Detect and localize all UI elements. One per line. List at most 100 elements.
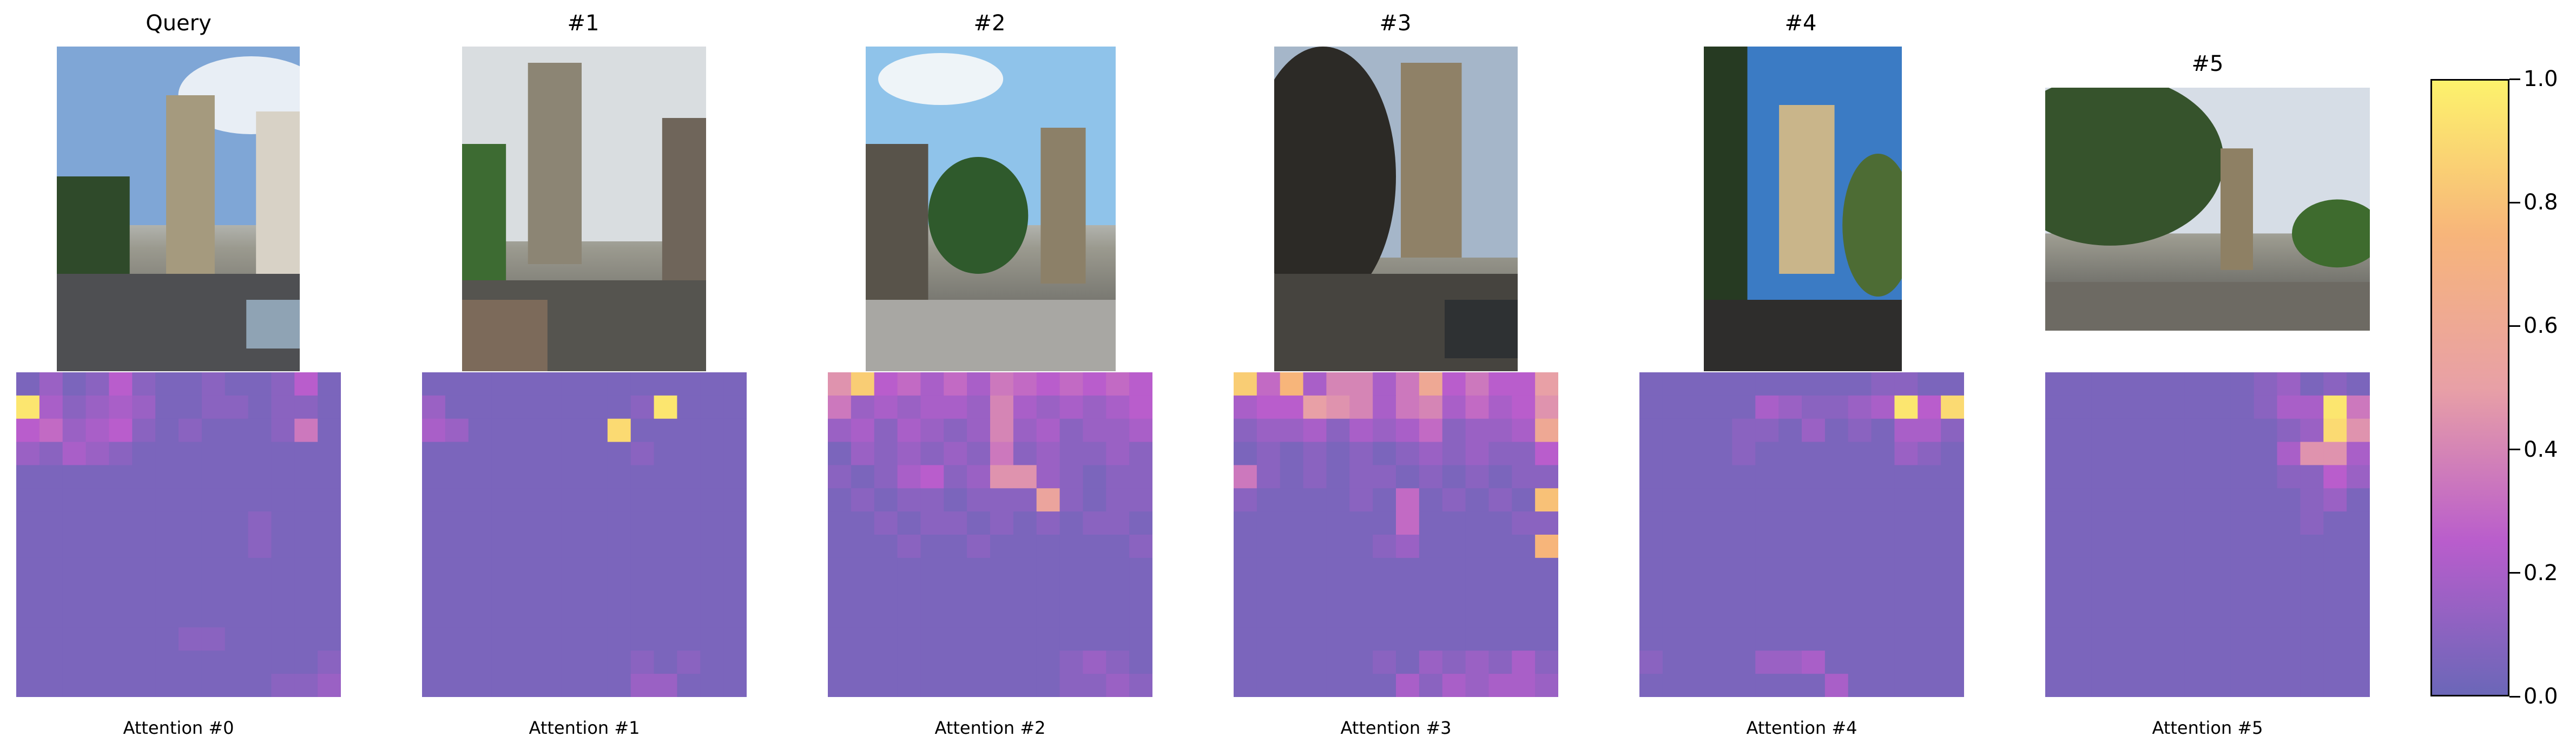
- heatmap-cell: [1755, 557, 1779, 582]
- heatmap-cell: [294, 465, 318, 489]
- heatmap-cell: [2347, 465, 2370, 489]
- heatmap-cell: [700, 604, 724, 628]
- heatmap-cell: [1639, 674, 1663, 697]
- heatmap-cell: [654, 557, 677, 582]
- heatmap-cell: [2138, 511, 2162, 535]
- heatmap-cell: [2208, 442, 2231, 465]
- heatmap-cell: [155, 557, 179, 582]
- heatmap-cell: [1373, 442, 1396, 465]
- heatmap-cell: [828, 418, 852, 443]
- heatmap-cell: [1512, 395, 1536, 419]
- heatmap-cell: [1871, 465, 1895, 489]
- heatmap-cell: [16, 650, 40, 674]
- heatmap-cell: [2254, 488, 2278, 512]
- heatmap-cell: [225, 465, 249, 489]
- heatmap-cell: [2230, 465, 2255, 489]
- attention-heatmap-2-svg: [828, 372, 1152, 697]
- heatmap-cell: [1106, 650, 1130, 674]
- heatmap-cell: [584, 372, 608, 396]
- heatmap-cell: [225, 511, 249, 535]
- heatmap-cell: [155, 511, 179, 535]
- heatmap-cell: [1465, 674, 1489, 697]
- colorbar-tick-label: 0.8: [2524, 190, 2558, 215]
- heatmap-cell: [62, 511, 87, 535]
- heatmap-cell: [2300, 372, 2324, 396]
- heatmap-cell: [1373, 488, 1396, 512]
- heatmap-cell: [1256, 581, 1281, 605]
- heatmap-cell: [1941, 418, 1964, 443]
- heatmap-cell: [2323, 418, 2347, 443]
- heatmap-cell: [2300, 674, 2324, 697]
- heatmap-cell: [1848, 535, 1872, 558]
- heatmap-cell: [1512, 465, 1536, 489]
- heatmap-cell: [1535, 627, 1558, 651]
- heatmap-cell: [2184, 650, 2208, 674]
- heatmap-cell: [874, 557, 898, 582]
- heatmap-cell: [1662, 674, 1686, 697]
- heatmap-cell: [16, 418, 40, 443]
- heatmap-cell: [897, 511, 921, 535]
- heatmap-cell: [1419, 395, 1443, 419]
- heatmap-cell: [468, 465, 492, 489]
- heatmap-cell: [1732, 395, 1756, 419]
- heatmap-cell: [39, 674, 63, 697]
- heatmap-cell: [1256, 395, 1281, 419]
- heatmap-cell: [1303, 581, 1327, 605]
- heatmap-cell: [2208, 535, 2231, 558]
- heatmap-cell: [1848, 511, 1872, 535]
- heatmap-cell: [1373, 372, 1396, 396]
- heatmap-cell: [1802, 418, 1826, 443]
- heatmap-cell: [874, 604, 898, 628]
- heatmap-cell: [2230, 442, 2255, 465]
- heatmap-cell: [1709, 395, 1732, 419]
- heatmap-cell: [1535, 372, 1558, 396]
- heatmap-cell: [2277, 535, 2301, 558]
- heatmap-cell: [39, 465, 63, 489]
- heatmap-cell: [1488, 581, 1512, 605]
- caption-attention-2: Attention #2: [934, 718, 1046, 738]
- heatmap-cell: [2045, 581, 2069, 605]
- heatmap-cell: [1755, 442, 1779, 465]
- heatmap-cell: [1106, 627, 1130, 651]
- heatmap-cell: [468, 650, 492, 674]
- heatmap-cell: [1326, 418, 1350, 443]
- heatmap-cell: [828, 674, 852, 697]
- heatmap-cell: [2300, 604, 2324, 628]
- heatmap-cell: [1512, 581, 1536, 605]
- heatmap-cell: [515, 604, 538, 628]
- heatmap-cell: [1083, 535, 1106, 558]
- heatmap-cell: [1129, 418, 1152, 443]
- heatmap-cell: [2323, 581, 2347, 605]
- heatmap-cell: [967, 395, 991, 419]
- heatmap-cell: [1685, 674, 1710, 697]
- attention-heatmap-3: [1234, 372, 1558, 697]
- heatmap-cell: [584, 650, 608, 674]
- heatmap-cell: [1535, 418, 1558, 443]
- heatmap-cell: [1234, 488, 1257, 512]
- panel-title-5: #5: [2191, 51, 2224, 76]
- heatmap-cell: [39, 511, 63, 535]
- heatmap-cell: [944, 650, 967, 674]
- heatmap-cell: [1732, 418, 1756, 443]
- heatmap-cell: [1778, 372, 1802, 396]
- heatmap-cell: [468, 674, 492, 697]
- heatmap-cell: [468, 395, 492, 419]
- heatmap-cell: [1442, 395, 1466, 419]
- heatmap-cell: [445, 488, 469, 512]
- heatmap-cell: [1941, 465, 1964, 489]
- heatmap-cell: [2114, 627, 2138, 651]
- heatmap-cell: [1419, 581, 1443, 605]
- heatmap-cell: [874, 395, 898, 419]
- heatmap-cell: [2254, 650, 2278, 674]
- heatmap-cell: [990, 535, 1014, 558]
- heatmap-cell: [85, 418, 109, 443]
- heatmap-cell: [897, 465, 921, 489]
- heatmap-cell: [1419, 650, 1443, 674]
- heatmap-cell: [700, 418, 724, 443]
- heatmap-cell: [874, 535, 898, 558]
- heatmap-cell: [2254, 511, 2278, 535]
- heatmap-cell: [920, 650, 944, 674]
- result-photo-5: [2045, 88, 2370, 331]
- heatmap-cell: [897, 488, 921, 512]
- panel-title-2: #2: [973, 11, 1006, 36]
